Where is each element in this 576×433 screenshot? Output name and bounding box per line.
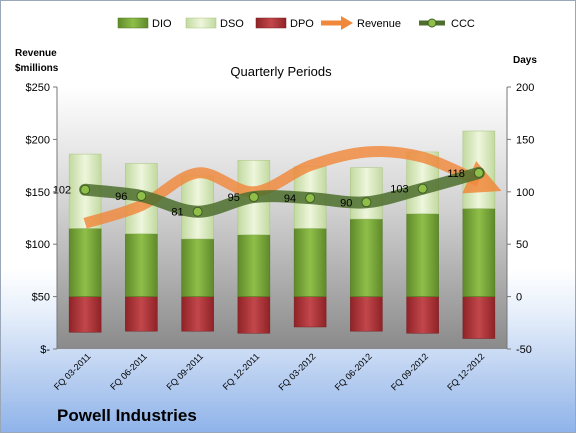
right-tick-label: 50	[516, 239, 528, 251]
company-name: Powell Industries	[57, 406, 197, 425]
left-axis-title-line1: Revenue	[15, 48, 57, 59]
ccc-data-label: 90	[340, 197, 352, 209]
left-tick-label: $200	[26, 134, 50, 146]
bar-dso	[350, 167, 383, 220]
left-tick-label: $250	[26, 82, 50, 94]
bar-dio	[293, 228, 327, 297]
legend-label-revenue: Revenue	[357, 18, 401, 30]
bar-dio	[68, 228, 102, 297]
left-tick-label: $50	[32, 292, 50, 304]
ccc-point	[305, 193, 316, 204]
bar-dio	[181, 238, 214, 297]
category-label: FQ 03-2011	[52, 351, 93, 392]
right-tick-label: 150	[516, 134, 534, 146]
legend: DIO DSO DPO Revenue CCC	[117, 16, 475, 30]
legend-label-dpo: DPO	[290, 18, 314, 30]
bar-dio	[406, 213, 439, 297]
plot-area	[57, 87, 507, 349]
left-tick-label: $100	[26, 239, 50, 251]
legend-label-dio: DIO	[152, 18, 172, 30]
chart-title: Quarterly Periods	[230, 64, 332, 79]
bar-dpo	[68, 296, 102, 333]
bar-dio	[462, 208, 496, 297]
left-tick-label: $150	[26, 187, 50, 199]
ccc-point	[417, 183, 428, 194]
bar-dpo	[181, 296, 214, 332]
bar-dpo	[406, 296, 439, 334]
right-tick-label: 0	[516, 292, 522, 304]
bar-dpo	[293, 296, 327, 328]
category-label: FQ 03-2012	[277, 351, 318, 392]
bar-dio	[237, 234, 271, 297]
category-label: FQ 12-2011	[221, 351, 262, 392]
right-tick-label: 200	[516, 82, 534, 94]
category-label: FQ 06-2012	[333, 351, 374, 392]
ccc-data-label: 94	[284, 193, 296, 205]
bar-dio	[350, 218, 383, 297]
legend-label-ccc: CCC	[451, 18, 475, 30]
lines-group	[79, 146, 502, 229]
ccc-point	[248, 192, 259, 203]
category-label: FQ 12-2012	[445, 351, 486, 392]
ccc-point	[473, 167, 484, 178]
ccc-data-label: 103	[390, 184, 408, 196]
category-label: FQ 09-2011	[164, 351, 205, 392]
right-axis-title: Days	[513, 55, 537, 66]
legend-arrowhead-revenue	[341, 16, 353, 30]
bar-dpo	[125, 296, 158, 332]
ccc-point	[80, 184, 91, 195]
bar-dpo	[350, 296, 383, 332]
ccc-point	[136, 190, 147, 201]
legend-marker-ccc	[427, 18, 437, 28]
ccc-data-label: 81	[171, 207, 183, 219]
legend-swatch-dpo	[255, 17, 287, 29]
left-axis-title-line2: $millions	[15, 63, 59, 74]
legend-swatch-dso	[185, 17, 217, 29]
bar-dpo	[462, 296, 496, 339]
ccc-point	[361, 197, 372, 208]
right-tick-label: 100	[516, 187, 534, 199]
legend-label-dso: DSO	[220, 18, 244, 30]
bar-dpo	[237, 296, 271, 334]
left-tick-label: $-	[40, 344, 50, 356]
ccc-data-label: 96	[115, 191, 127, 203]
right-tick-label: -50	[516, 344, 532, 356]
bar-dio	[125, 233, 158, 297]
ccc-data-label: 102	[53, 185, 71, 197]
ccc-data-label: 118	[447, 168, 465, 180]
legend-swatch-dio	[117, 17, 149, 29]
category-label: FQ 06-2011	[108, 351, 149, 392]
category-label: FQ 09-2012	[389, 351, 430, 392]
ccc-point	[192, 206, 203, 217]
ccc-data-label: 95	[228, 192, 240, 204]
